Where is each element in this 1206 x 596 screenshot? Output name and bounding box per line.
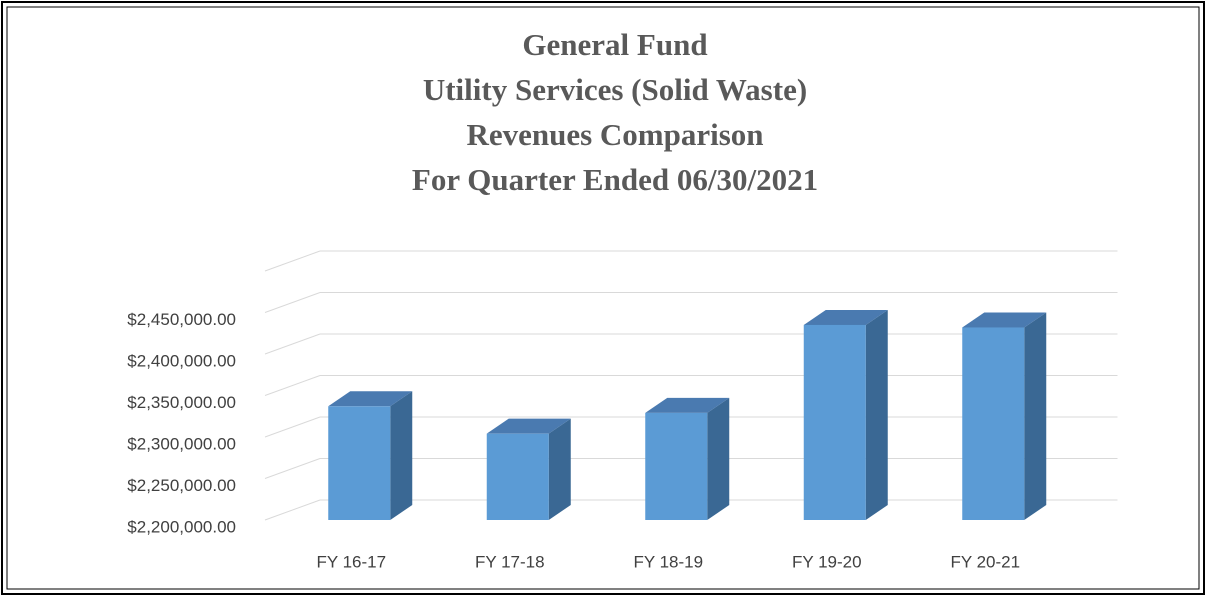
grid-line [264,292,321,313]
x-tick-label: FY 16-17 [316,552,386,571]
bar [645,412,708,520]
grid-line [264,333,321,355]
y-tick-label: $2,400,000.00 [127,351,236,370]
y-tick-label: $2,350,000.00 [127,393,236,412]
bar-side [707,397,730,520]
y-tick-label: $2,300,000.00 [127,434,236,453]
grid-line [264,499,321,521]
grid-line [264,458,321,479]
grid-line [264,375,321,396]
bar-top [486,418,571,434]
chart-title: Utility Services (Solid Waste) [423,72,807,107]
bar-side [548,418,571,520]
bar-top [328,391,413,407]
bar-top [803,309,888,325]
y-tick-label: $2,450,000.00 [127,310,236,329]
x-tick-label: FY 19-20 [792,552,862,571]
bar-top [645,397,730,413]
x-tick-label: FY 17-18 [475,552,545,571]
y-tick-label: $2,200,000.00 [127,517,236,536]
grid-line [264,416,321,438]
chart-title: Revenues Comparison [466,117,763,152]
bar [803,324,866,520]
bar-side [1024,312,1047,520]
y-tick-label: $2,250,000.00 [127,476,236,495]
x-tick-label: FY 18-19 [633,552,703,571]
wall-edge [264,250,321,272]
chart-title: For Quarter Ended 06/30/2021 [412,162,818,197]
bar [328,406,391,520]
frame-inner [6,6,1200,590]
bar [962,327,1025,520]
chart-title: General Fund [522,27,707,62]
bar-side [390,391,413,520]
x-tick-label: FY 20-21 [950,552,1020,571]
bar-side [865,309,888,520]
bar-top [962,312,1047,328]
bar [486,433,549,520]
